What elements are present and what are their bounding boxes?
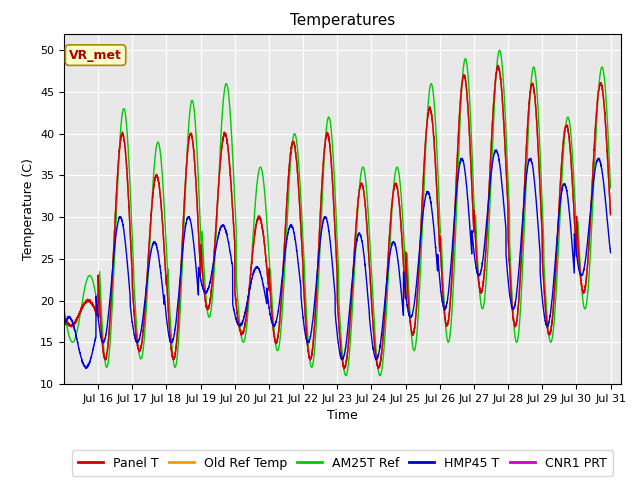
Y-axis label: Temperature (C): Temperature (C)	[22, 158, 35, 260]
Text: VR_met: VR_met	[69, 48, 122, 61]
Legend: Panel T, Old Ref Temp, AM25T Ref, HMP45 T, CNR1 PRT: Panel T, Old Ref Temp, AM25T Ref, HMP45 …	[72, 450, 613, 476]
Title: Temperatures: Temperatures	[290, 13, 395, 28]
X-axis label: Time: Time	[327, 409, 358, 422]
